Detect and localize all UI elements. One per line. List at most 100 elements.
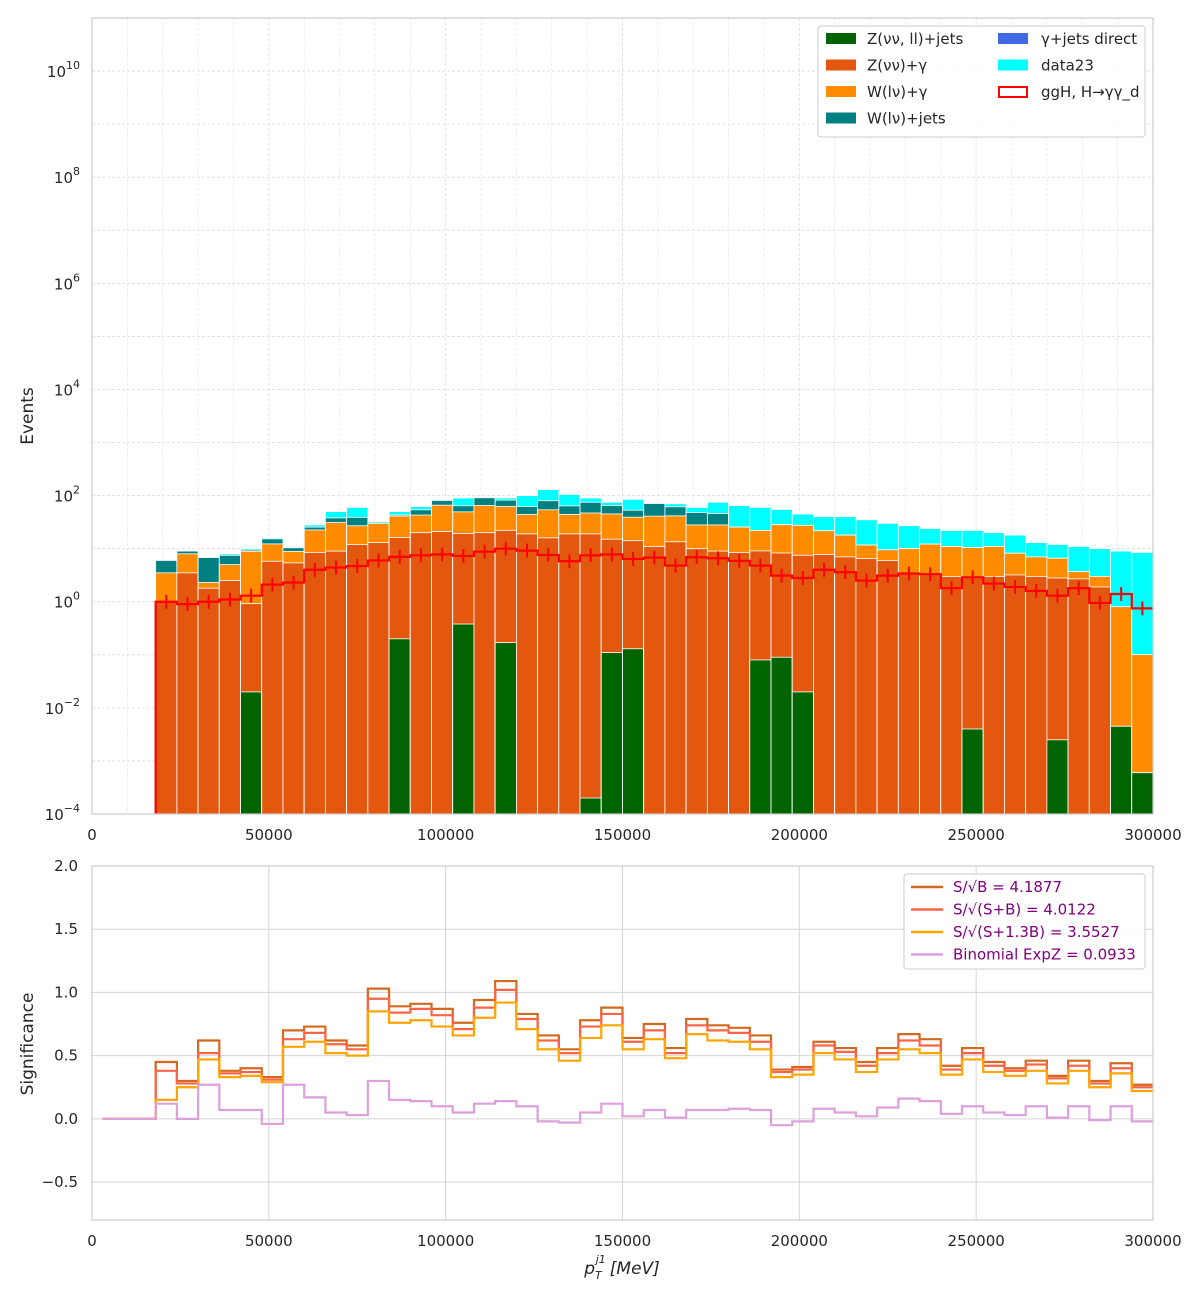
legend-label: W(lν)+jets: [867, 110, 946, 128]
events-y-tick-label: 102: [54, 484, 80, 506]
events-plot-frame: [91, 17, 1154, 815]
bar-z-nunu-gamma: [897, 572, 920, 815]
legend-swatch: [998, 86, 1028, 98]
events-legend: Z(νν, ll)+jets Z(νν)+γ W(lν)+γ W(lν)+jets γ+…: [817, 25, 1146, 138]
events-panel: 0 50000 100000 150000 200000 250000 300000 10−…: [18, 17, 1182, 844]
x-axis-label-main: p: [583, 1259, 595, 1279]
bar-z-nunu-gamma: [325, 550, 348, 815]
bar-z-nunu-gamma: [367, 542, 390, 815]
events-x-tick-label: 300000: [1124, 826, 1181, 844]
bar-z-nunu-gamma: [473, 532, 496, 815]
events-y-tick-label: 108: [54, 165, 80, 187]
bar-z-jets: [622, 648, 645, 815]
events-y-tick-label: 104: [54, 377, 80, 399]
bar-z-jets: [791, 691, 814, 815]
significance-x-tick-label: 150000: [594, 1232, 651, 1250]
bar-z-jets: [961, 728, 984, 815]
legend-label: S/√(S+1.3B) = 3.5527: [953, 923, 1120, 941]
signal-histogram: [154, 541, 1153, 814]
events-y-tick-label: 100: [54, 590, 80, 612]
bar-z-nunu-gamma: [919, 574, 942, 815]
events-y-axis-label: Events: [18, 387, 38, 445]
bar-z-nunu-gamma: [664, 541, 687, 815]
events-y-tick-label: 10−4: [45, 802, 80, 824]
events-legend-box: [817, 25, 1146, 138]
legend-label: ggH, H→γγ_d: [1041, 83, 1139, 102]
bar-z-nunu-gamma: [813, 553, 836, 815]
significance-plot-frame: [91, 865, 1154, 1221]
events-x-tick-label: 50000: [245, 826, 293, 844]
significance-y-tick-label: 1.0: [54, 983, 78, 1001]
bar-z-nunu-gamma: [516, 533, 539, 815]
events-y-tick-label: 1010: [47, 59, 80, 81]
events-x-tick-label: 250000: [948, 826, 1005, 844]
bar-z-nunu-gamma: [1004, 574, 1027, 815]
bar-z-nunu-gamma: [303, 552, 326, 815]
bar-z-jets: [452, 623, 475, 815]
events-y-tick-label: 10−2: [45, 696, 80, 718]
bar-z-nunu-gamma: [155, 601, 178, 815]
events-y-tick-label: 106: [54, 271, 80, 293]
legend-label: W(lν)+γ: [867, 83, 928, 101]
bar-z-nunu-gamma: [982, 576, 1005, 815]
bar-z-nunu-gamma: [197, 587, 220, 815]
events-x-ticks: 0 50000 100000 150000 200000 250000 300000: [87, 826, 1181, 844]
events-x-tick-label: 200000: [771, 826, 828, 844]
significance-legend: S/√B = 4.1877 S/√(S+B) = 4.0122 S/√(S+1.3B…: [903, 873, 1146, 970]
significance-x-tick-label: 0: [87, 1232, 97, 1250]
significance-lines: [102, 979, 1153, 1127]
x-axis-label-unit: [MeV]: [610, 1259, 660, 1279]
significance-series-line: [102, 1079, 1153, 1127]
significance-x-ticks: 0 50000 100000 150000 200000 250000 300000: [87, 1232, 1181, 1250]
legend-label: γ+jets direct: [1041, 30, 1137, 48]
bar-z-nunu-gamma: [282, 562, 305, 815]
legend-label: Z(νν)+γ: [867, 57, 927, 75]
bar-z-nunu-gamma: [218, 580, 241, 815]
significance-y-tick-label: 1.5: [54, 920, 78, 938]
significance-series-line: [102, 1001, 1153, 1120]
significance-panel: 0 50000 100000 150000 200000 250000 300000 2.0…: [18, 857, 1182, 1282]
bar-z-nunu-gamma: [643, 546, 666, 815]
legend-swatch: [826, 112, 856, 124]
bar-z-nunu-gamma: [834, 556, 857, 815]
significance-y-tick-label: 2.0: [54, 857, 78, 875]
bar-z-nunu-gamma: [1067, 578, 1090, 815]
events-x-tick-label: 150000: [594, 826, 651, 844]
x-axis-label: pTj1 [MeV]: [583, 1253, 660, 1282]
significance-y-axis-label: Significance: [18, 993, 38, 1096]
significance-x-tick-label: 250000: [948, 1232, 1005, 1250]
legend-label: Z(νν, ll)+jets: [867, 30, 963, 48]
significance-legend-box: [903, 873, 1146, 970]
x-axis-label-sup: j1: [594, 1253, 606, 1266]
significance-series-line: [102, 988, 1153, 1120]
bar-z-nunu-gamma: [261, 560, 284, 815]
bar-z-nunu-gamma: [579, 533, 602, 815]
legend-swatch: [826, 33, 856, 44]
legend-swatch: [826, 86, 856, 97]
bar-z-jets: [749, 659, 772, 815]
bar-z-nunu-gamma: [346, 544, 369, 815]
bar-z-nunu-gamma: [409, 532, 432, 815]
significance-y-tick-label: −0.5: [42, 1173, 78, 1191]
bar-z-jets: [1131, 772, 1154, 815]
bar-z-nunu-gamma: [728, 552, 751, 815]
legend-label: S/√(S+B) = 4.0122: [953, 901, 1096, 919]
bar-z-nunu-gamma: [537, 537, 560, 815]
signal-step-line: [154, 547, 1153, 814]
bar-z-jets: [770, 656, 793, 815]
legend-label: data23: [1041, 57, 1094, 75]
legend-label: S/√B = 4.1877: [953, 878, 1062, 896]
bar-z-nunu-gamma: [1088, 586, 1111, 815]
events-y-ticks: 10−4 10−2 100 102 104 106 108 1010: [45, 59, 80, 824]
bar-z-jets: [240, 691, 263, 815]
events-x-tick-label: 0: [87, 826, 97, 844]
significance-x-tick-label: 50000: [245, 1232, 293, 1250]
significance-x-tick-label: 300000: [1124, 1232, 1181, 1250]
bar-z-nunu-gamma: [876, 560, 899, 815]
legend-label: Binomial ExpZ = 0.0933: [953, 946, 1136, 964]
bar-z-nunu-gamma: [685, 548, 708, 815]
events-stacked-bars: [155, 489, 1154, 815]
bar-z-nunu-gamma: [1025, 576, 1048, 815]
bar-z-jets: [494, 642, 517, 815]
